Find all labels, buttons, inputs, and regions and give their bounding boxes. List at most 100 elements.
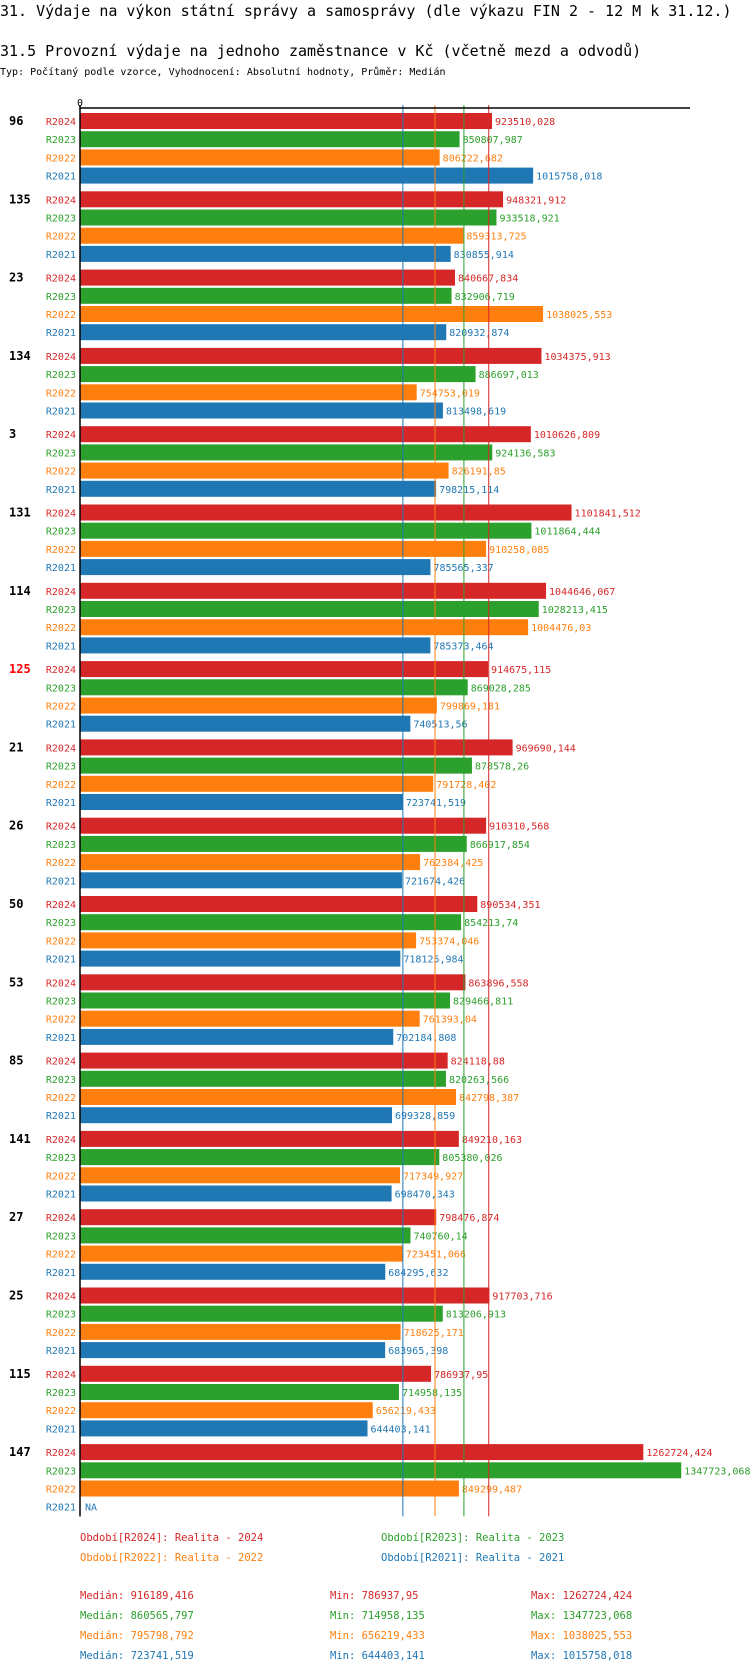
series-label: R2024 [46,430,76,441]
series-label: R2021 [46,1346,76,1357]
bar [80,269,456,286]
bar [80,245,451,262]
series-label: R2024 [46,822,76,833]
category-label: 26 [9,819,23,833]
data-label: 849299,487 [462,1485,522,1496]
bar [80,209,497,226]
data-label: 824118,88 [451,1057,505,1068]
series-label: R2024 [46,978,76,989]
series-label: R2024 [46,1213,76,1224]
data-label: 910310,568 [489,822,549,833]
bar [80,227,464,244]
legend-item-r2023: Období[R2023]: Realita - 2023 [381,1532,565,1544]
data-label: 820932,874 [449,328,509,339]
category-label: 85 [9,1054,23,1068]
chart-subtitle: 31.5 Provozní výdaje na jednoho zaměstna… [0,42,642,60]
data-label: 910258,085 [489,545,549,556]
data-label: 832906,719 [455,292,515,303]
series-label: R2023 [46,840,76,851]
bar [80,559,431,576]
category-label: 50 [9,897,23,911]
bar [80,739,513,756]
bar [80,131,460,148]
data-label: 869028,285 [471,683,531,694]
series-label: R2024 [46,352,76,363]
series-label: R2023 [46,605,76,616]
data-label: 791728,402 [436,780,496,791]
data-label: 1038025,553 [546,310,612,321]
stat-median-r2023: Medián: 860565,797 [80,1610,194,1622]
data-label: 644403,141 [370,1424,430,1435]
bar [80,1287,490,1304]
bar [80,1444,644,1461]
series-label: R2022 [46,467,76,478]
bar-chart: 0 96 R2024 923510,028 R2023 850807,987 R2022 80… [9,98,750,1517]
bar [80,1052,448,1069]
data-label: 718625,171 [404,1328,464,1339]
legend-item-r2021: Období[R2021]: Realita - 2021 [381,1552,565,1564]
bar [80,757,472,774]
bar [80,1420,368,1437]
series-label: R2023 [46,135,76,146]
bar [80,1305,443,1322]
series-label: R2023 [46,1075,76,1086]
data-label: 886697,013 [479,370,539,381]
series-label: R2023 [46,1231,76,1242]
category-label: 114 [9,584,31,598]
data-label: 866917,854 [470,840,530,851]
series-label: R2021 [46,250,76,261]
series-label: R2022 [46,1093,76,1104]
data-label: 820263,566 [449,1075,509,1086]
series-label: R2022 [46,1485,76,1496]
series-label: R2021 [46,1503,76,1514]
category-label: 115 [9,1367,31,1381]
data-label: 813498,619 [446,407,506,418]
bar [80,384,417,401]
data-label: 830855,914 [454,250,514,261]
series-label: R2022 [46,310,76,321]
bar [80,1167,401,1184]
category-label: 25 [9,1289,23,1303]
category-label: 125 [9,662,31,676]
series-label: R2021 [46,720,76,731]
page-title: 31. Výdaje na výkon státní správy a samo… [0,2,732,20]
bar [80,817,487,834]
data-label: 740513,56 [413,720,467,731]
data-label: 798215,114 [439,485,499,496]
data-label: 786937,95 [434,1370,488,1381]
category-label: 134 [9,349,31,363]
stat-min-r2021: Min: 644403,141 [330,1650,425,1662]
series-label: R2022 [46,936,76,947]
bar [80,444,493,461]
data-label: NA [85,1503,97,1514]
series-label: R2021 [46,407,76,418]
x-tick-label: 0 [77,98,83,109]
series-label: R2024 [46,743,76,754]
bar [80,426,531,443]
bar [80,1323,401,1340]
series-label: R2021 [46,1033,76,1044]
series-label: R2024 [46,117,76,128]
series-label: R2022 [46,1406,76,1417]
bar [80,522,532,539]
data-label: 829466,811 [453,997,513,1008]
data-label: 684295,632 [388,1268,448,1279]
category-label: 27 [9,1210,23,1224]
data-label: 798476,874 [439,1213,499,1224]
stat-max-r2023: Max: 1347723,068 [531,1610,633,1622]
series-label: R2024 [46,587,76,598]
stat-max-r2021: Max: 1015758,018 [531,1650,633,1662]
series-label: R2021 [46,1190,76,1201]
bar [80,854,421,871]
series-label: R2021 [46,172,76,183]
data-label: 969690,144 [516,743,576,754]
data-label: 1044646,067 [549,587,615,598]
bar [80,306,544,322]
category-label: 3 [9,427,16,441]
series-label: R2022 [46,858,76,869]
data-label: 850807,987 [463,135,523,146]
category-label: 147 [9,1445,31,1459]
series-label: R2022 [46,545,76,556]
series-label: R2024 [46,1135,76,1146]
series-label: R2023 [46,1388,76,1399]
